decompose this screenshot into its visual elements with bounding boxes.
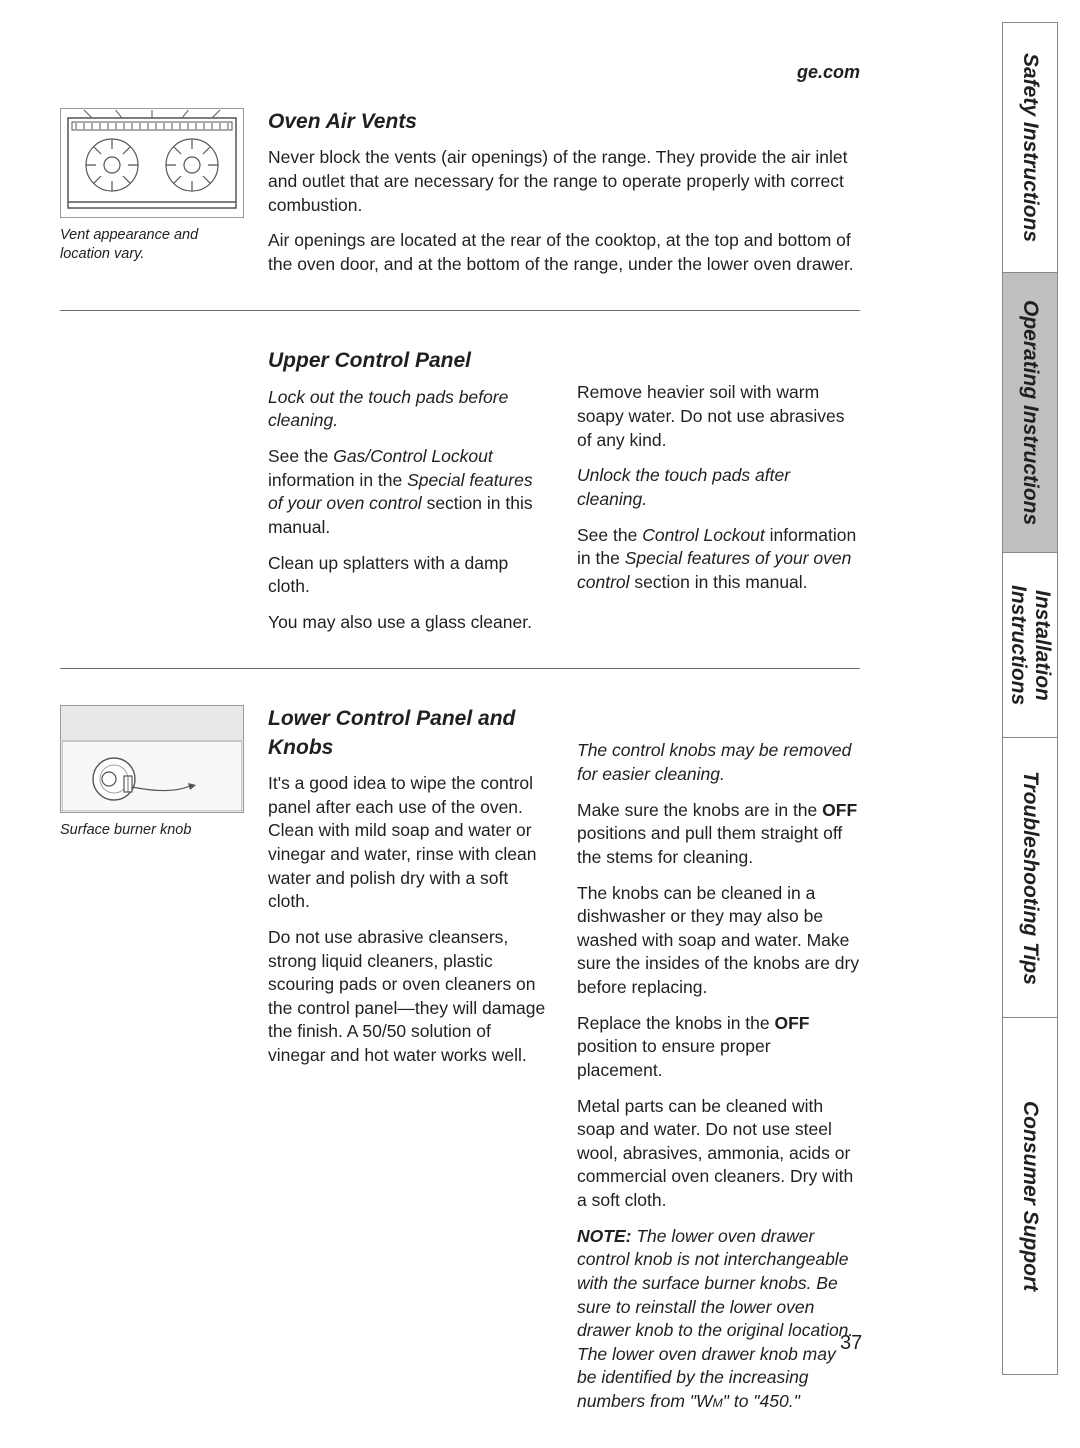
text: " to "450." [723, 1391, 800, 1411]
body-text: Make sure the knobs are in the OFF posit… [577, 799, 860, 870]
text-italic: Gas/Control Lockout [333, 446, 493, 466]
section-oven-air-vents: Vent appearance and location vary. Oven … [60, 60, 860, 311]
text: section in this manual. [630, 572, 808, 592]
section-heading: Upper Control Panel [268, 347, 551, 375]
website-link: ge.com [797, 60, 860, 84]
page-number: 37 [840, 1330, 862, 1357]
body-text: It's a good idea to wipe the control pan… [268, 772, 551, 914]
text: positions and pull them straight off the… [577, 823, 842, 867]
content-column: Upper Control Panel Lock out the touch p… [268, 347, 860, 646]
body-text-note: NOTE: The lower oven drawer control knob… [577, 1225, 860, 1414]
right-column: The control knobs may be removed for eas… [577, 705, 860, 1425]
body-text-italic: Lock out the touch pads before cleaning. [268, 386, 551, 433]
figure-caption: Surface burner knob [60, 821, 244, 840]
text: position to ensure proper placement. [577, 1036, 771, 1080]
section-upper-control-panel: Upper Control Panel Lock out the touch p… [60, 311, 860, 669]
text: information in the [268, 470, 407, 490]
figure-caption: Vent appearance and location vary. [60, 226, 244, 264]
side-tabs: Safety Instructions Operating Instructio… [1002, 22, 1058, 1375]
text-bold: OFF [775, 1013, 810, 1033]
body-text: The knobs can be cleaned in a dishwasher… [577, 882, 860, 1000]
text: Replace the knobs in the [577, 1013, 775, 1033]
text: Make sure the knobs are in the [577, 800, 822, 820]
tab-installation-instructions[interactable]: Installation Instructions [1003, 553, 1057, 738]
body-text: See the Gas/Control Lockout information … [268, 445, 551, 540]
figure-column: Surface burner knob [60, 705, 244, 1425]
text-italic: Control Lockout [642, 525, 765, 545]
knob-illustration [60, 705, 244, 813]
body-text-italic: Unlock the touch pads after cleaning. [577, 464, 860, 511]
content-column: Oven Air Vents Never block the vents (ai… [268, 108, 860, 288]
body-text: Metal parts can be cleaned with soap and… [577, 1095, 860, 1213]
left-column: Upper Control Panel Lock out the touch p… [268, 347, 551, 646]
section-heading: Oven Air Vents [268, 108, 860, 136]
body-text: You may also use a glass cleaner. [268, 611, 551, 635]
figure-column-empty [60, 347, 244, 646]
content-column: Lower Control Panel and Knobs It's a goo… [268, 705, 860, 1425]
vent-illustration [60, 108, 244, 218]
text: See the [268, 446, 333, 466]
body-text: Air openings are located at the rear of … [268, 229, 860, 276]
text: The lower oven drawer control knob is no… [577, 1226, 853, 1411]
right-column: Remove heavier soil with warm soapy wate… [577, 347, 860, 646]
body-text: Replace the knobs in the OFF position to… [577, 1012, 860, 1083]
text-subscript: M [713, 1396, 723, 1410]
body-text: Remove heavier soil with warm soapy wate… [577, 381, 860, 452]
tab-operating-instructions[interactable]: Operating Instructions [1003, 273, 1057, 553]
body-text: Clean up splatters with a damp cloth. [268, 552, 551, 599]
text-bold: OFF [822, 800, 857, 820]
note-label: NOTE: [577, 1226, 631, 1246]
body-text: Do not use abrasive cleansers, strong li… [268, 926, 551, 1068]
body-text: Never block the vents (air openings) of … [268, 146, 860, 217]
tab-troubleshooting-tips[interactable]: Troubleshooting Tips [1003, 738, 1057, 1018]
body-text: See the Control Lockout information in t… [577, 524, 860, 595]
text: See the [577, 525, 642, 545]
page-content: ge.com [60, 60, 860, 1448]
tab-safety-instructions[interactable]: Safety Instructions [1003, 23, 1057, 273]
figure-column: Vent appearance and location vary. [60, 108, 244, 288]
tab-consumer-support[interactable]: Consumer Support [1003, 1018, 1057, 1374]
left-column: Lower Control Panel and Knobs It's a goo… [268, 705, 551, 1425]
section-lower-control-panel: Surface burner knob Lower Control Panel … [60, 669, 860, 1447]
section-heading: Lower Control Panel and Knobs [268, 705, 551, 762]
body-text-italic: The control knobs may be removed for eas… [577, 739, 860, 786]
